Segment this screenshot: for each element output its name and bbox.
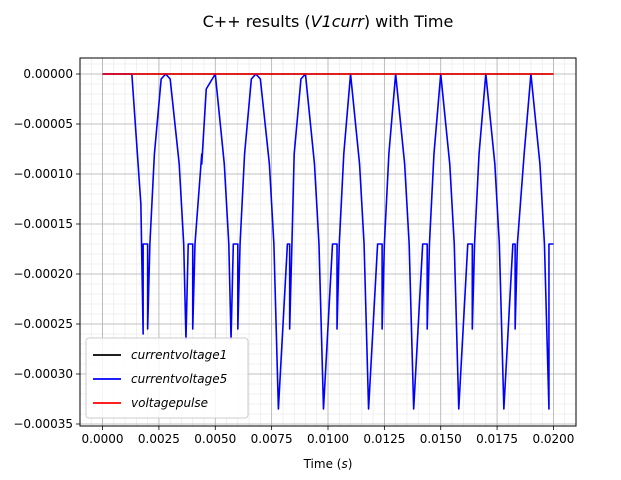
x-axis-label-prefix: Time ( [303, 457, 342, 471]
y-tick-label: −0.00025 [13, 317, 73, 331]
y-tick-label: −0.00010 [13, 167, 73, 181]
chart-title-suffix: ) with Time [364, 12, 454, 31]
x-tick-label: 0.0000 [82, 432, 124, 446]
x-tick-label: 0.0025 [138, 432, 180, 446]
chart-title-variable: V1curr [311, 12, 366, 31]
x-axis-label-variable: s [341, 457, 347, 471]
y-tick-label: −0.00005 [13, 117, 73, 131]
x-tick-label: 0.0125 [363, 432, 405, 446]
plot-lines [102, 73, 554, 410]
y-tick-label: −0.00035 [13, 417, 73, 431]
y-tick-label: 0.00000 [23, 67, 73, 81]
x-tick-label: 0.0200 [532, 432, 574, 446]
x-axis-label: Time (s) [303, 457, 353, 471]
legend-label-currentvoltage1: currentvoltage1 [131, 348, 227, 362]
y-tick-label: −0.00015 [13, 217, 73, 231]
x-tick-label: 0.0050 [194, 432, 236, 446]
x-axis-ticks: 0.0000 0.0025 0.0050 0.0075 0.0100 0.0125 0.01… [82, 426, 574, 446]
y-tick-label: −0.00020 [13, 267, 73, 281]
legend-label-voltagepulse: voltagepulse [131, 396, 208, 410]
x-axis-label-suffix: ) [348, 457, 353, 471]
legend-box [85, 337, 249, 419]
x-tick-label: 0.0150 [420, 432, 462, 446]
x-tick-label: 0.0075 [251, 432, 293, 446]
legend: currentvoltage1 currentvoltage5 voltagepul… [85, 337, 249, 419]
legend-label-currentvoltage5: currentvoltage5 [131, 372, 227, 386]
chart-title: C++ results (V1curr) with Time [203, 12, 454, 31]
x-tick-label: 0.0175 [476, 432, 518, 446]
y-tick-label: −0.00030 [13, 367, 73, 381]
chart-title-prefix: C++ results ( [203, 12, 311, 31]
series-line-currentvoltage5 [102, 73, 554, 410]
y-axis-ticks: 0.00000 −0.00005 −0.00010 −0.00015 −0.00020 −… [13, 67, 80, 431]
x-tick-label: 0.0100 [307, 432, 349, 446]
